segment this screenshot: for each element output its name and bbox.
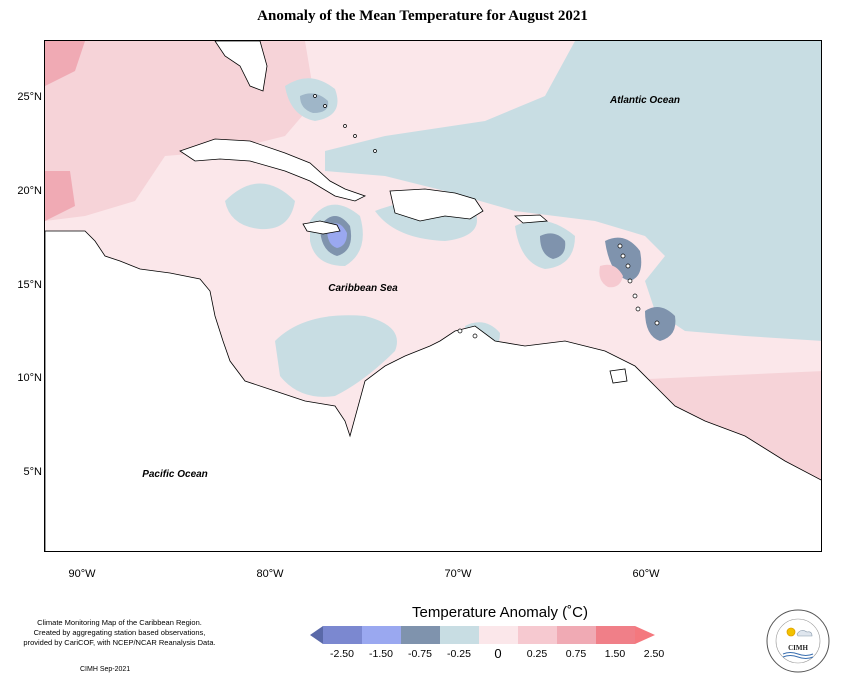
footer-credit: CIMH Sep-2021: [80, 666, 131, 673]
lon-label-70w: 70°W: [444, 568, 472, 580]
anomaly-atlantic-cool: [325, 41, 821, 341]
land-central-south-america: [45, 230, 821, 551]
footer-note: Climate Monitoring Map of the Caribbean …: [12, 618, 227, 648]
atlantic-ocean-label: Atlantic Ocean: [609, 95, 680, 106]
legend-tick: -1.50: [369, 648, 393, 660]
legend-swatch: [310, 626, 323, 644]
legend-swatch: [557, 626, 596, 644]
footer-note-line: Created by aggregating station based obs…: [33, 628, 206, 637]
land-trinidad: [609, 368, 628, 384]
legend-swatch: [518, 626, 557, 644]
legend-swatch: [635, 626, 655, 644]
anomaly-trinidad-warm: [599, 264, 623, 288]
anomaly-sw-caribbean-cool: [275, 315, 397, 397]
map-title: Anomaly of the Mean Temperature for Augu…: [257, 8, 588, 24]
lat-label-25n: 25°N: [17, 91, 42, 103]
land-florida: [214, 41, 268, 92]
anomaly-cuba-cool: [225, 183, 295, 230]
footer-note-line: Climate Monitoring Map of the Caribbean …: [37, 618, 202, 627]
land-hispaniola: [389, 188, 484, 222]
anomaly-gulf-warm: [45, 41, 85, 86]
land-puerto-rico: [513, 214, 548, 224]
land-lesser-antilles: [313, 94, 660, 339]
anomaly-yucatan-warm: [45, 171, 75, 221]
legend-tick: 0.75: [565, 648, 587, 660]
lat-label-20n: 20°N: [17, 185, 42, 197]
lat-label-15n: 15°N: [17, 279, 42, 291]
legend-tick: 0: [494, 646, 502, 661]
legend-tick: 0.25: [526, 648, 548, 660]
logo-text: CIMH: [788, 644, 808, 652]
legend-swatch: [596, 626, 635, 644]
lon-label-80w: 80°W: [256, 568, 284, 580]
legend-tick: 1.50: [604, 648, 626, 660]
land-cuba: [179, 138, 367, 202]
anomaly-map: Atlantic Ocean Caribbean Sea Pacific Oce…: [44, 40, 822, 552]
legend-title: Temperature Anomaly (˚C): [412, 604, 588, 621]
legend-swatch: [479, 626, 518, 644]
legend-tick: -2.50: [330, 648, 354, 660]
anomaly-barbados-core: [645, 307, 676, 341]
anomaly-gulf: [45, 41, 315, 221]
cimh-logo-icon: CIMH: [766, 609, 830, 673]
legend-colorbar: [310, 626, 655, 644]
legend-swatch: [401, 626, 440, 644]
legend-swatch: [323, 626, 362, 644]
caribbean-sea-label: Caribbean Sea: [328, 283, 398, 294]
anomaly-bahamas-core: [300, 93, 329, 113]
lon-label-90w: 90°W: [68, 568, 96, 580]
map-canvas: Atlantic Ocean Caribbean Sea Pacific Oce…: [45, 41, 821, 551]
legend-swatch: [362, 626, 401, 644]
legend-tick: -0.75: [408, 648, 432, 660]
land-jamaica: [302, 220, 341, 235]
footer-note-line: provided by CariCOF, with NCEP/NCAR Rean…: [23, 638, 216, 647]
legend-swatch: [440, 626, 479, 644]
legend-tick: -0.25: [447, 648, 471, 660]
lat-label-10n: 10°N: [17, 372, 42, 384]
anomaly-pr-core: [540, 233, 566, 259]
lat-label-5n: 5°N: [23, 466, 42, 478]
legend-tick: 2.50: [643, 648, 665, 660]
lon-label-60w: 60°W: [632, 568, 660, 580]
pacific-ocean-label: Pacific Ocean: [142, 469, 208, 480]
anomaly-antilles-core: [605, 237, 642, 281]
